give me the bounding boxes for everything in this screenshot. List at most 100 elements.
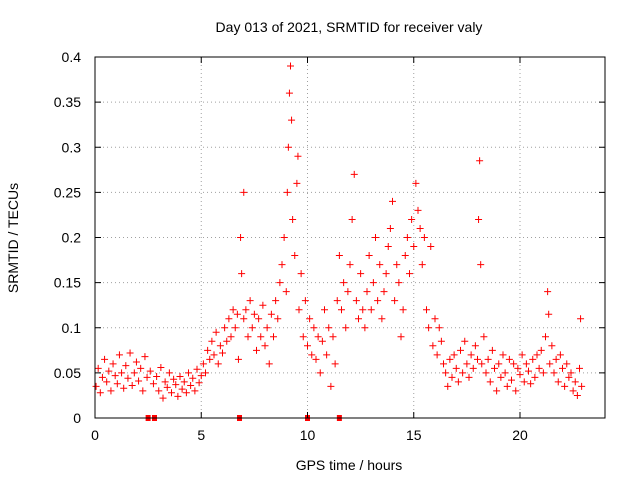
data-point <box>406 270 413 278</box>
data-point <box>535 364 543 372</box>
data-point <box>331 360 339 368</box>
data-point <box>216 342 224 350</box>
data-point <box>520 378 528 386</box>
y-axis-label: SRMTID / TECUs <box>5 183 21 293</box>
data-point <box>259 301 267 309</box>
data-point <box>278 261 286 269</box>
data-point <box>231 324 239 332</box>
data-point <box>210 351 218 359</box>
data-point <box>357 270 365 278</box>
data-point <box>571 378 579 386</box>
data-point <box>304 342 311 350</box>
data-point <box>544 288 552 296</box>
data-point <box>321 306 328 314</box>
data-point <box>237 234 245 241</box>
data-point <box>250 310 258 318</box>
data-point <box>135 377 143 385</box>
data-point <box>471 342 479 350</box>
data-point <box>423 306 430 314</box>
data-point <box>98 373 106 381</box>
data-point <box>475 215 483 223</box>
data-point <box>242 306 250 314</box>
data-point <box>463 360 471 368</box>
data-point <box>253 346 260 354</box>
x-axis-label: GPS time / hours <box>296 457 403 473</box>
data-point <box>477 261 485 269</box>
data-point <box>410 243 418 251</box>
data-point <box>185 369 192 377</box>
data-point <box>333 297 341 305</box>
data-point <box>283 188 291 196</box>
data-point <box>559 364 566 372</box>
data-point <box>372 234 379 241</box>
data-point <box>552 355 560 363</box>
data-point <box>369 279 377 287</box>
data-point <box>488 346 496 354</box>
data-point <box>527 380 535 388</box>
data-point <box>550 369 558 377</box>
data-point <box>348 215 356 223</box>
data-point <box>130 369 138 377</box>
data-point <box>450 351 458 359</box>
data-point <box>361 324 369 332</box>
data-point <box>314 333 322 341</box>
data-point <box>433 351 441 359</box>
data-point <box>427 243 435 251</box>
data-point <box>512 387 520 395</box>
data-point <box>401 252 409 260</box>
data-point <box>376 261 384 269</box>
data-point <box>229 306 237 314</box>
data-point <box>482 369 490 377</box>
data-point <box>206 355 214 363</box>
y-tick-label: 0.05 <box>54 365 81 381</box>
data-point <box>103 378 111 386</box>
data-point <box>109 360 117 368</box>
data-point <box>548 342 556 350</box>
x-tick-label: 0 <box>91 427 99 443</box>
data-point <box>386 224 394 232</box>
x-tick-label: 10 <box>300 427 316 443</box>
data-point <box>157 363 165 371</box>
data-point <box>442 369 450 377</box>
x-tick-label: 15 <box>406 427 422 443</box>
data-point <box>565 373 573 381</box>
data-point <box>212 328 220 336</box>
data-point <box>569 387 577 395</box>
data-point <box>238 270 246 278</box>
data-point <box>172 381 180 389</box>
data-point <box>431 315 439 323</box>
data-point <box>276 279 284 287</box>
data-point <box>533 351 541 359</box>
data-point <box>563 360 571 368</box>
data-point <box>301 297 309 305</box>
data-point <box>486 378 494 386</box>
data-point <box>255 315 263 323</box>
data-point <box>234 355 242 363</box>
data-point <box>267 310 275 318</box>
data-point <box>340 279 348 287</box>
data-point <box>225 315 233 323</box>
x-tick-label: 20 <box>512 427 528 443</box>
data-point <box>469 364 477 372</box>
data-point <box>501 369 509 377</box>
data-point <box>418 261 426 269</box>
data-point <box>537 346 545 354</box>
data-point <box>484 355 492 363</box>
data-point <box>546 360 554 368</box>
data-point <box>391 297 399 305</box>
data-point <box>289 215 297 223</box>
data-point <box>495 360 503 368</box>
data-point <box>141 353 149 361</box>
data-point <box>567 369 575 377</box>
data-point <box>246 297 254 305</box>
data-point <box>467 351 475 359</box>
data-point <box>240 188 248 196</box>
data-point <box>412 179 420 187</box>
y-tick-label: 0.15 <box>54 275 81 291</box>
data-point <box>491 364 498 372</box>
y-tick-label: 0.4 <box>62 49 82 65</box>
data-point <box>516 371 524 379</box>
data-point <box>531 373 539 381</box>
data-point <box>448 373 456 381</box>
data-point <box>193 365 201 373</box>
